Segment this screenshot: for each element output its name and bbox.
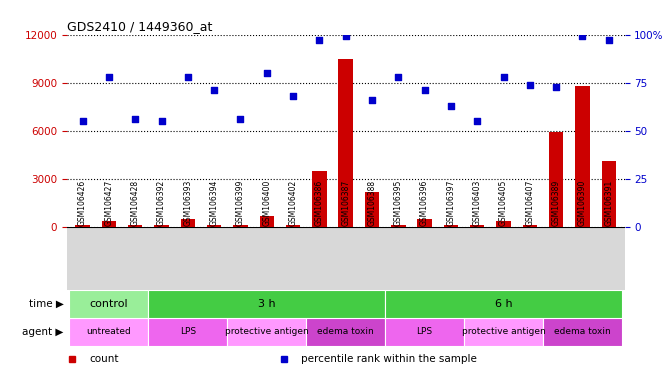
Bar xyxy=(339,59,353,227)
Point xyxy=(603,37,614,43)
Bar xyxy=(385,318,464,346)
Text: agent ▶: agent ▶ xyxy=(22,327,63,337)
Bar xyxy=(549,132,563,227)
Text: GDS2410 / 1449360_at: GDS2410 / 1449360_at xyxy=(67,20,212,33)
Bar xyxy=(286,225,301,227)
Text: time ▶: time ▶ xyxy=(29,299,63,309)
Bar xyxy=(391,225,405,227)
Bar xyxy=(128,225,142,227)
Text: percentile rank within the sample: percentile rank within the sample xyxy=(301,354,477,364)
Text: untreated: untreated xyxy=(87,327,132,336)
Point xyxy=(77,118,88,124)
Text: count: count xyxy=(89,354,119,364)
Point xyxy=(551,83,562,89)
Point xyxy=(235,116,246,122)
Text: LPS: LPS xyxy=(417,327,433,336)
Point xyxy=(446,103,456,109)
Point xyxy=(156,118,167,124)
Point xyxy=(524,81,535,88)
Text: protective antigen: protective antigen xyxy=(225,327,309,336)
Point xyxy=(577,33,588,40)
Bar xyxy=(233,225,248,227)
Point xyxy=(314,37,325,43)
Point xyxy=(498,74,509,80)
Text: 3 h: 3 h xyxy=(258,299,276,309)
Point xyxy=(472,118,482,124)
Bar xyxy=(496,221,511,227)
Bar xyxy=(444,225,458,227)
Bar xyxy=(69,290,148,318)
Point xyxy=(209,87,220,93)
Point xyxy=(367,97,377,103)
Point xyxy=(393,74,403,80)
Bar xyxy=(180,219,195,227)
Bar xyxy=(385,290,622,318)
Point xyxy=(288,93,299,99)
Bar xyxy=(602,161,616,227)
Bar xyxy=(102,221,116,227)
Bar xyxy=(522,225,537,227)
Bar xyxy=(365,192,379,227)
Text: edema toxin: edema toxin xyxy=(317,327,374,336)
Text: 6 h: 6 h xyxy=(495,299,512,309)
Bar xyxy=(418,219,432,227)
Bar xyxy=(260,216,274,227)
Point xyxy=(104,74,114,80)
Text: LPS: LPS xyxy=(180,327,196,336)
Bar xyxy=(306,318,385,346)
Bar xyxy=(148,290,385,318)
Bar xyxy=(69,318,148,346)
Bar xyxy=(154,225,169,227)
Bar xyxy=(543,318,622,346)
Text: edema toxin: edema toxin xyxy=(554,327,611,336)
Bar xyxy=(148,318,227,346)
Bar xyxy=(227,318,306,346)
Text: control: control xyxy=(90,299,128,309)
Bar xyxy=(575,86,590,227)
Text: protective antigen: protective antigen xyxy=(462,327,546,336)
Point xyxy=(420,87,430,93)
Point xyxy=(182,74,193,80)
Bar xyxy=(470,225,484,227)
Bar xyxy=(207,225,221,227)
Bar xyxy=(464,318,543,346)
Point xyxy=(341,33,351,40)
Bar xyxy=(75,225,90,227)
Point xyxy=(261,70,272,76)
Bar xyxy=(312,171,327,227)
Point xyxy=(130,116,140,122)
